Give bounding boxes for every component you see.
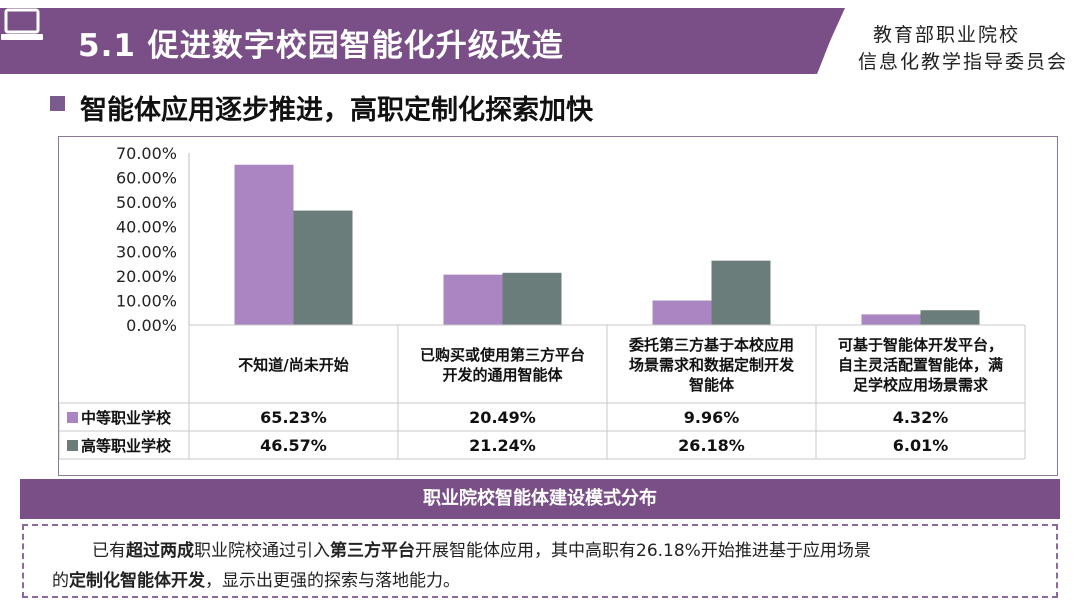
- category-label: 不知道/尚未开始: [238, 356, 348, 374]
- y-tick-label: 70.00%: [116, 144, 177, 163]
- bar: [502, 272, 562, 325]
- category-label: 智能体: [689, 376, 735, 394]
- org-name-line1: 教育部职业院校: [872, 24, 1020, 46]
- summary-part: 职业院校通过引入: [194, 541, 330, 561]
- legend-label: 高等职业学校: [81, 437, 172, 455]
- bar: [920, 310, 980, 325]
- category-label: 足学校应用场景需求: [853, 376, 989, 394]
- y-tick-label: 40.00%: [116, 218, 177, 237]
- y-tick-label: 20.00%: [116, 267, 177, 286]
- data-label: 6.01%: [893, 436, 949, 455]
- y-tick-label: 0.00%: [126, 316, 177, 335]
- data-label: 46.57%: [260, 436, 327, 455]
- summary-part: 的: [52, 571, 69, 591]
- data-label: 20.49%: [469, 408, 536, 427]
- bar-chart: 0.00% 10.00% 20.00% 30.00% 40.00% 50.00% 60.00…: [59, 144, 1026, 460]
- legend-label: 中等职业学校: [81, 409, 172, 427]
- subheading: 智能体应用逐步推进，高职定制化探索加快: [80, 95, 593, 126]
- summary-part: 开展智能体应用，其中高职有26.18%开始推进基于应用场景: [415, 541, 871, 561]
- legend-swatch: [67, 412, 78, 423]
- chart-caption: 职业院校智能体建设模式分布: [20, 479, 1060, 519]
- category-label: 场景需求和数据定制开发: [629, 356, 795, 374]
- data-label: 65.23%: [260, 408, 327, 427]
- y-tick-label: 60.00%: [116, 169, 177, 188]
- bar: [234, 164, 294, 325]
- data-label: 4.32%: [893, 408, 949, 427]
- category-label: 自主灵活配置智能体，满: [838, 356, 1003, 374]
- bar: [652, 300, 712, 325]
- y-tick-label: 50.00%: [116, 193, 177, 212]
- bullet-square: [50, 96, 65, 111]
- summary-part: ，显示出更强的探索与落地能力。: [205, 571, 460, 591]
- category-label: 委托第三方基于本校应用: [629, 336, 794, 354]
- header-banner: 5.1 促进数字校园智能化升级改造: [0, 8, 845, 74]
- org-name-line2: 信息化教学指导委员会: [857, 51, 1068, 73]
- banner-slash: [815, 8, 843, 74]
- bar: [711, 260, 771, 325]
- y-tick-label: 10.00%: [116, 291, 177, 310]
- bar: [443, 274, 503, 325]
- summary-emphasis: 第三方平台: [330, 541, 415, 561]
- data-label: 9.96%: [684, 408, 740, 427]
- data-label: 26.18%: [678, 436, 745, 455]
- bar: [293, 210, 353, 325]
- category-label: 已购买或使用第三方平台: [420, 346, 585, 364]
- summary-part: 已有: [92, 541, 126, 561]
- banner-shape: [0, 8, 845, 74]
- data-label: 21.24%: [469, 436, 536, 455]
- chart-frame: 0.00% 10.00% 20.00% 30.00% 40.00% 50.00% 60.00…: [58, 136, 1058, 476]
- category-label: 开发的通用智能体: [442, 366, 563, 384]
- summary-emphasis: 超过两成: [126, 541, 194, 561]
- laptop-icon: [1, 8, 43, 40]
- bar: [861, 314, 921, 325]
- legend-swatch: [67, 440, 78, 451]
- y-tick-label: 30.00%: [116, 242, 177, 261]
- summary-emphasis: 定制化智能体开发: [69, 571, 205, 591]
- page-title: 5.1 促进数字校园智能化升级改造: [78, 28, 564, 64]
- category-label: 可基于智能体开发平台，: [838, 336, 1003, 354]
- summary-text: 已有超过两成职业院校通过引入第三方平台开展智能体应用，其中高职有26.18%开始…: [22, 524, 1058, 598]
